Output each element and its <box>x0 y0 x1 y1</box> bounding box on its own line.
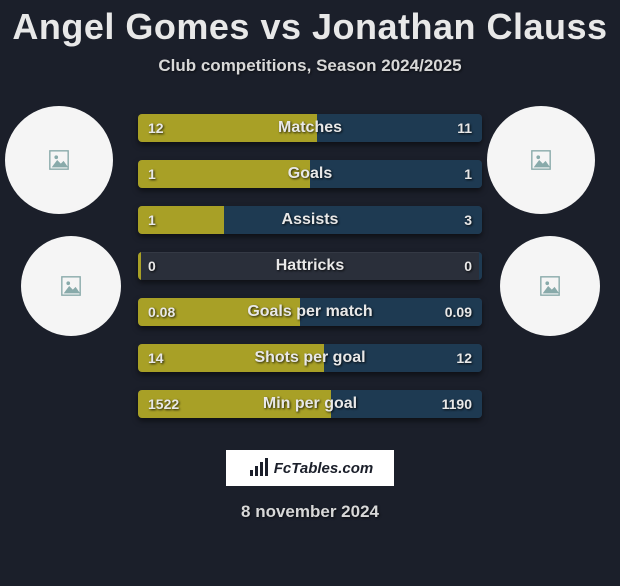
stat-metric-label: Assists <box>138 206 482 234</box>
stat-row: 00Hattricks <box>138 252 482 280</box>
club-badge-right <box>500 236 600 336</box>
subtitle: Club competitions, Season 2024/2025 <box>0 56 620 76</box>
stat-row: 11Goals <box>138 160 482 188</box>
bar-chart-icon <box>247 456 271 480</box>
comparison-chart: 1211Matches 11Goals 13Assists 00Hattricks 0.… <box>0 106 620 426</box>
stat-metric-label: Goals <box>138 160 482 188</box>
stat-row: 1412Shots per goal <box>138 344 482 372</box>
stat-metric-label: Matches <box>138 114 482 142</box>
player-avatar-left <box>5 106 113 214</box>
stat-metric-label: Goals per match <box>138 298 482 326</box>
stat-row: 0.080.09Goals per match <box>138 298 482 326</box>
generated-date: 8 november 2024 <box>0 502 620 522</box>
stat-metric-label: Hattricks <box>138 252 482 280</box>
stat-row: 15221190Min per goal <box>138 390 482 418</box>
image-placeholder-icon <box>48 149 70 171</box>
stat-metric-label: Shots per goal <box>138 344 482 372</box>
stat-metric-label: Min per goal <box>138 390 482 418</box>
image-placeholder-icon <box>539 275 561 297</box>
player-avatar-right <box>487 106 595 214</box>
image-placeholder-icon <box>60 275 82 297</box>
brand-text: FcTables.com <box>274 460 373 477</box>
stat-row: 13Assists <box>138 206 482 234</box>
brand-logo: FcTables.com <box>226 450 394 486</box>
image-placeholder-icon <box>530 149 552 171</box>
stat-row: 1211Matches <box>138 114 482 142</box>
club-badge-left <box>21 236 121 336</box>
comparison-bars: 1211Matches 11Goals 13Assists 00Hattricks 0.… <box>138 114 482 436</box>
page-title: Angel Gomes vs Jonathan Clauss <box>0 6 620 48</box>
